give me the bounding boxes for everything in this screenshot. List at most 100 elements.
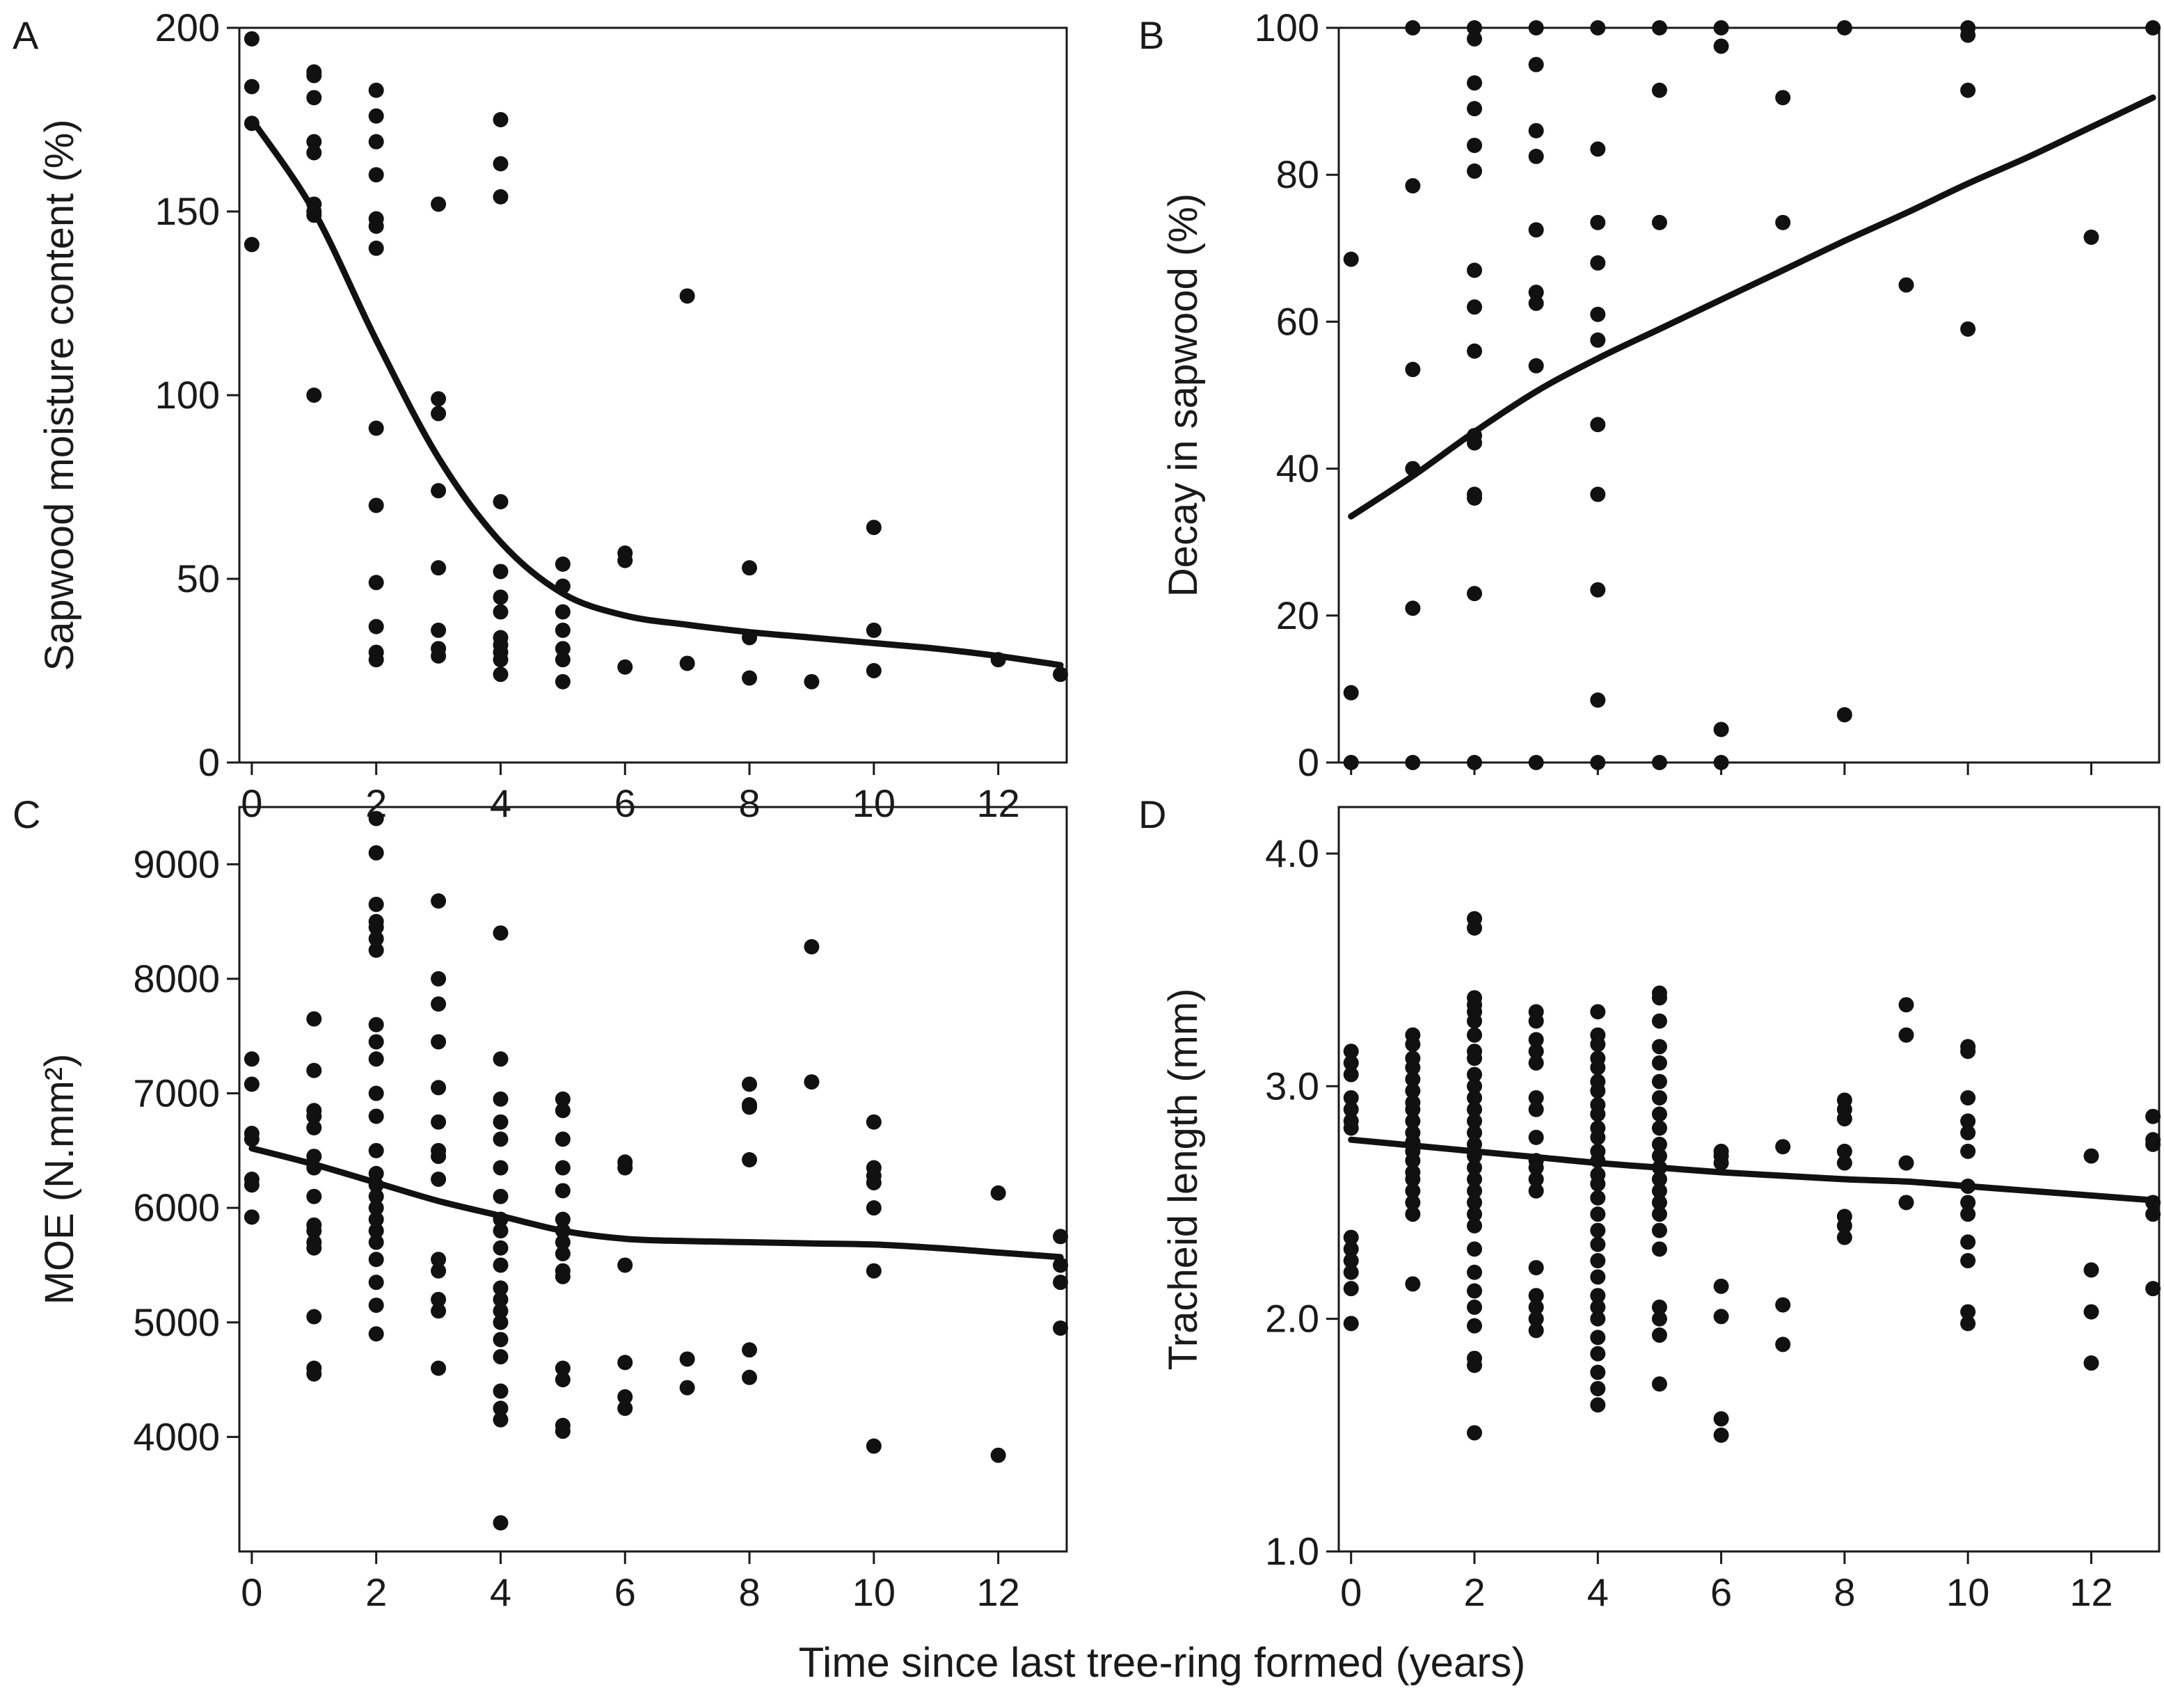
data-point — [493, 1291, 509, 1307]
data-point — [1590, 1106, 1606, 1122]
data-point — [1590, 255, 1606, 271]
data-point — [306, 1119, 322, 1135]
data-point — [1960, 27, 1976, 43]
data-point — [1590, 1397, 1606, 1413]
data-point — [1405, 1276, 1421, 1292]
data-point — [617, 659, 633, 675]
data-point — [368, 896, 384, 912]
data-point — [804, 673, 820, 689]
data-point — [1775, 90, 1791, 106]
panel-letter: D — [1138, 792, 1166, 836]
data-point — [1467, 137, 1483, 153]
data-point — [1528, 1172, 1544, 1187]
data-point — [1528, 1183, 1544, 1199]
data-point — [1467, 1264, 1483, 1280]
data-point — [1467, 1299, 1483, 1315]
data-point — [1467, 755, 1483, 770]
data-point — [1528, 1323, 1544, 1339]
data-point — [555, 1234, 571, 1250]
data-point — [368, 134, 384, 150]
data-point — [679, 1380, 695, 1396]
data-point — [1467, 1051, 1483, 1067]
x-tick-label: 4 — [1587, 1570, 1609, 1614]
data-point — [431, 1291, 447, 1307]
data-point — [244, 237, 260, 253]
data-point — [1405, 1060, 1421, 1076]
data-point — [368, 1165, 384, 1181]
data-point — [306, 1366, 322, 1382]
data-point — [1590, 1083, 1606, 1099]
data-point — [368, 1085, 384, 1101]
data-point — [1467, 75, 1483, 91]
data-point — [1651, 1055, 1667, 1071]
data-point — [1467, 1013, 1483, 1029]
data-point — [1467, 299, 1483, 315]
data-point — [2083, 1355, 2099, 1371]
data-point — [1467, 1283, 1483, 1299]
data-point — [1343, 685, 1359, 701]
data-point — [368, 1108, 384, 1124]
data-point — [1651, 1013, 1667, 1029]
data-point — [679, 288, 695, 304]
data-point — [1467, 1183, 1483, 1199]
data-point — [368, 931, 384, 947]
data-point — [679, 1351, 695, 1367]
data-point — [1590, 306, 1606, 322]
fitted-trend-line — [1348, 1136, 2156, 1204]
fitted-trend-line — [248, 1145, 1064, 1261]
data-point — [2145, 1281, 2161, 1297]
data-point — [617, 1160, 633, 1176]
data-point — [1467, 920, 1483, 936]
data-point — [306, 1188, 322, 1204]
data-point — [493, 1114, 509, 1130]
data-point — [1528, 20, 1544, 35]
data-point — [1467, 20, 1483, 35]
data-point — [1651, 1222, 1667, 1238]
data-point — [368, 1016, 384, 1032]
data-point — [1467, 1172, 1483, 1187]
x-tick-label: 12 — [2069, 1570, 2113, 1614]
data-point — [1343, 1090, 1359, 1106]
data-point — [555, 622, 571, 638]
data-point — [804, 1074, 820, 1090]
y-tick-label: 20 — [1276, 593, 1319, 637]
data-point — [1405, 178, 1421, 194]
data-point — [1590, 1253, 1606, 1269]
data-point — [679, 655, 695, 671]
data-point — [2083, 1262, 2099, 1278]
data-point — [368, 1234, 384, 1250]
data-point — [1343, 1253, 1359, 1269]
data-point — [1651, 1106, 1667, 1122]
data-point — [493, 1515, 509, 1531]
y-tick-label: 40 — [1276, 447, 1319, 490]
data-point — [1836, 1155, 1852, 1171]
data-point — [368, 218, 384, 234]
data-point — [368, 1188, 384, 1204]
x-tick-label: 6 — [614, 781, 636, 825]
data-point — [368, 1298, 384, 1314]
data-point — [368, 919, 384, 935]
data-point — [555, 556, 571, 572]
data-point — [493, 156, 509, 172]
data-point — [1651, 1148, 1667, 1164]
data-point — [617, 1355, 633, 1371]
data-point — [1405, 1113, 1421, 1129]
data-point — [1590, 1364, 1606, 1380]
data-point — [1651, 20, 1667, 35]
data-point — [1898, 997, 1914, 1013]
y-tick-label: 6000 — [133, 1186, 220, 1229]
data-point — [1590, 417, 1606, 433]
data-point — [1590, 1236, 1606, 1252]
y-tick-label: 5000 — [133, 1300, 220, 1344]
data-point — [1651, 1090, 1667, 1106]
data-point — [1590, 1206, 1606, 1222]
data-point — [1405, 1183, 1421, 1199]
data-point — [493, 1303, 509, 1319]
data-point — [1590, 332, 1606, 348]
data-point — [1467, 343, 1483, 359]
data-point — [1528, 1055, 1544, 1071]
data-point — [1713, 38, 1729, 54]
data-point — [493, 1314, 509, 1330]
data-point — [1528, 358, 1544, 374]
x-tick-label: 4 — [490, 1570, 511, 1614]
